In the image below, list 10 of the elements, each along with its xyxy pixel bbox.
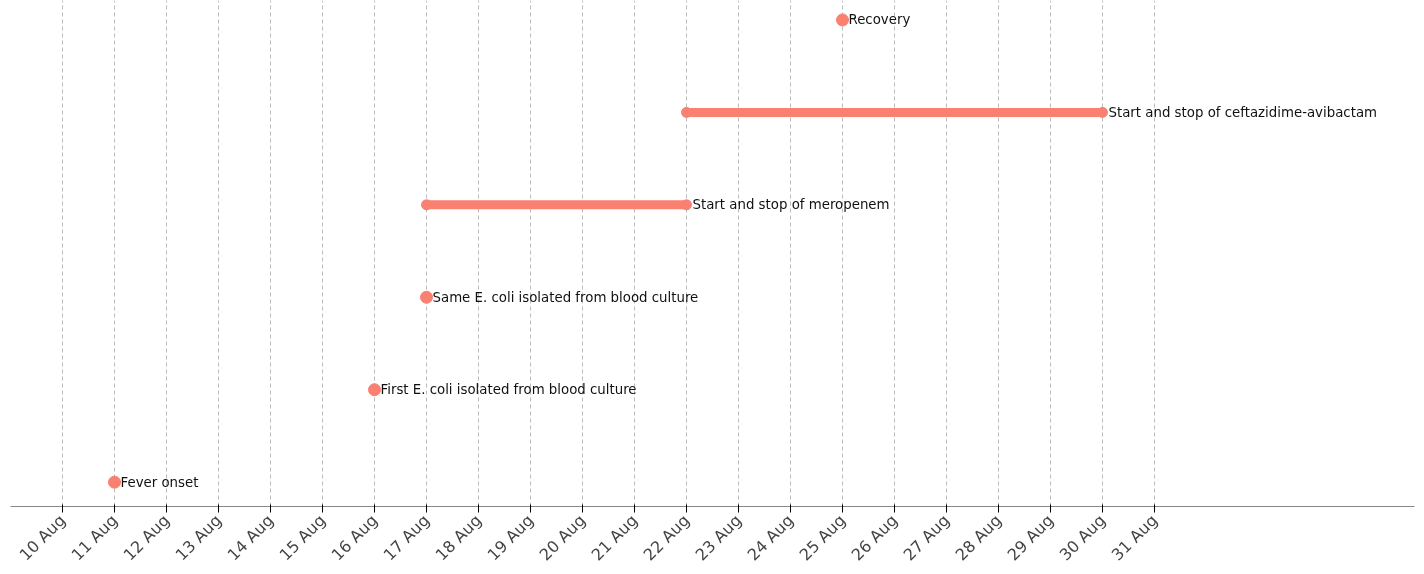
annotation: Same E. coli isolated from blood culture	[432, 289, 699, 305]
point	[836, 13, 849, 27]
point	[108, 475, 121, 489]
annotation: Recovery	[848, 12, 911, 28]
annotation: Fever onset	[120, 474, 199, 490]
annotation: Start and stop of meropenem	[692, 197, 890, 213]
point	[420, 290, 433, 304]
annotation: First E. coli isolated from blood culture	[380, 382, 637, 398]
point	[368, 383, 381, 397]
annotation: Start and stop of ceftazidime-avibactam	[1108, 104, 1378, 120]
